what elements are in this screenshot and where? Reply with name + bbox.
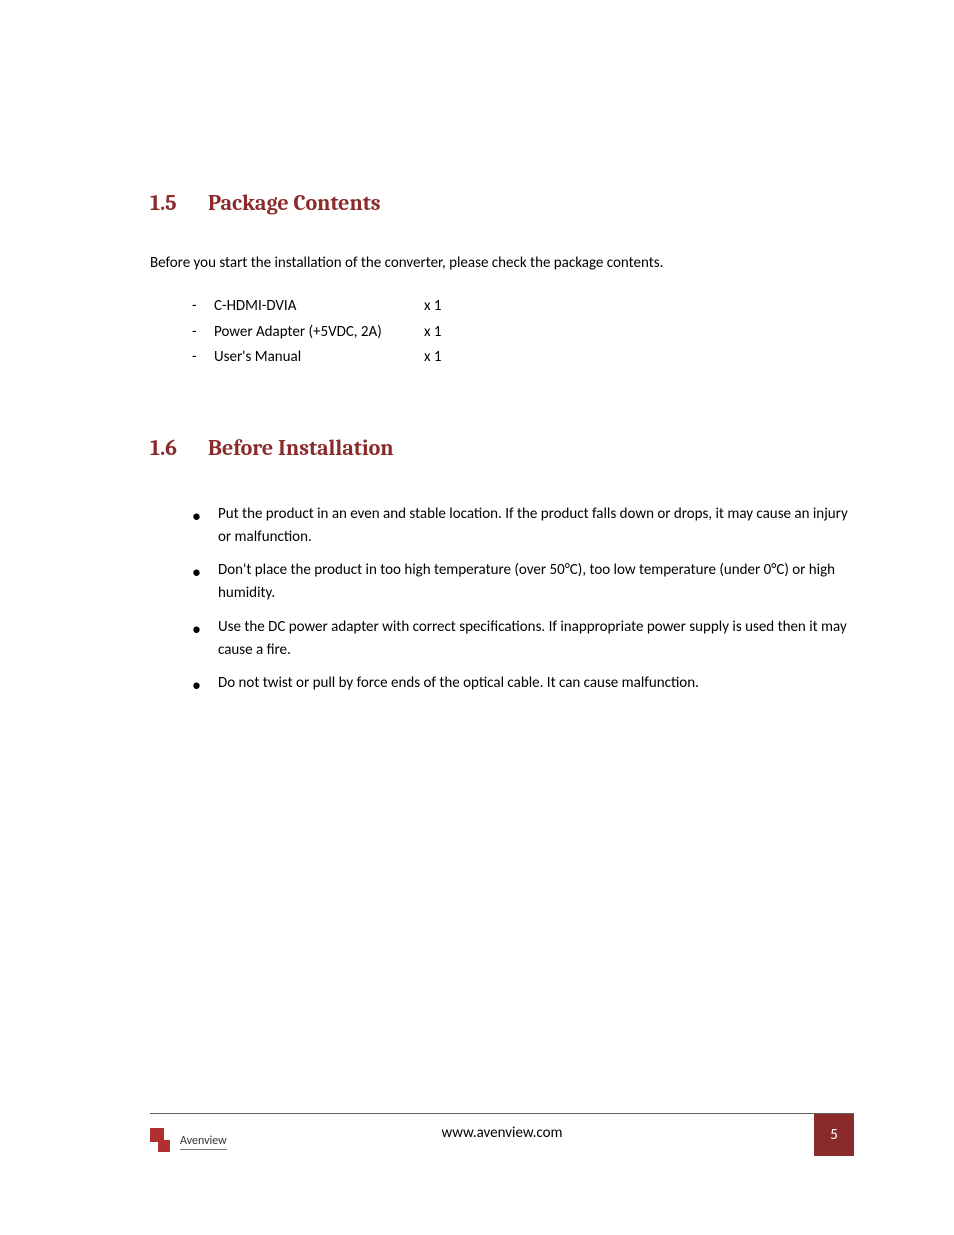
section-intro-text: Before you start the installation of the…	[150, 254, 854, 272]
footer-url: www.avenview.com	[150, 1124, 854, 1142]
section-title: Package Contents	[208, 190, 381, 216]
page-number: 5	[830, 1126, 838, 1144]
item-quantity: x 1	[424, 294, 442, 320]
section-heading-1-5: 1.5Package Contents	[150, 190, 854, 216]
brand-logo: Avenview	[150, 1128, 227, 1156]
list-item: Use the DC power adapter with correct sp…	[192, 616, 854, 663]
page-number-box: 5	[814, 1114, 854, 1156]
dash-icon: -	[192, 345, 214, 371]
list-item: - C-HDMI-DVIA x 1	[192, 294, 854, 320]
package-contents-list: - C-HDMI-DVIA x 1 - Power Adapter (+5VDC…	[192, 294, 854, 371]
section-number: 1.5	[150, 190, 208, 216]
dash-icon: -	[192, 320, 214, 346]
item-name: C-HDMI-DVIA	[214, 294, 424, 320]
document-page: 1.5Package Contents Before you start the…	[0, 0, 954, 1235]
list-item: Put the product in an even and stable lo…	[192, 503, 854, 550]
list-item: - User's Manual x 1	[192, 345, 854, 371]
page-footer: www.avenview.com 5 Avenview	[150, 1113, 854, 1163]
section-title: Before Installation	[208, 435, 394, 461]
logo-text: Avenview	[180, 1134, 227, 1150]
item-quantity: x 1	[424, 320, 442, 346]
before-installation-list: Put the product in an even and stable lo…	[192, 503, 854, 696]
item-quantity: x 1	[424, 345, 442, 371]
section-heading-1-6: 1.6Before Installation	[150, 435, 854, 461]
item-name: Power Adapter (+5VDC, 2A)	[214, 320, 424, 346]
dash-icon: -	[192, 294, 214, 320]
logo-icon	[150, 1128, 176, 1156]
item-name: User's Manual	[214, 345, 424, 371]
section-number: 1.6	[150, 435, 208, 461]
list-item: - Power Adapter (+5VDC, 2A) x 1	[192, 320, 854, 346]
list-item: Do not twist or pull by force ends of th…	[192, 672, 854, 695]
list-item: Don't place the product in too high temp…	[192, 559, 854, 606]
